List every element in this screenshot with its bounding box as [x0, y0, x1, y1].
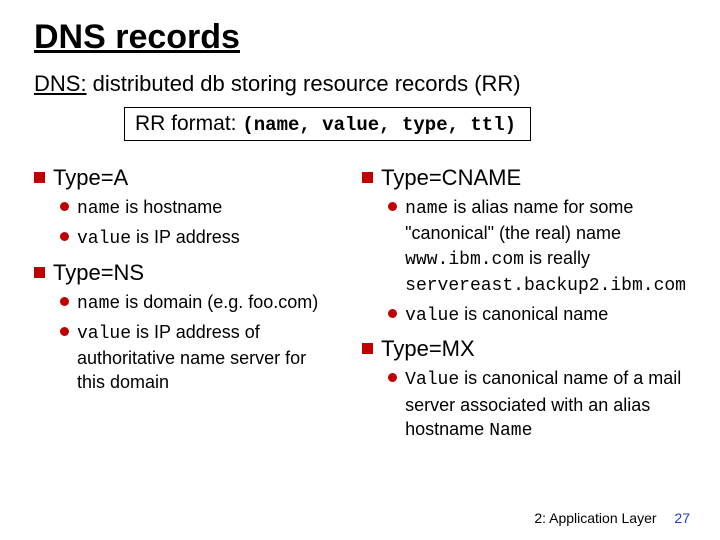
type-ns-item: value is IP address of authoritative nam… [60, 320, 338, 395]
mono: name [77, 199, 120, 219]
type-mx-item: Value is canonical name of a mail server… [388, 366, 686, 443]
type-ns-item: name is domain (e.g. foo.com) [60, 290, 338, 316]
footer-text: 2: Application Layer [534, 510, 656, 526]
type-a-item: name is hostname [60, 195, 338, 221]
type-a-item: value is IP address [60, 225, 338, 251]
type-cname-label: Type=CNAME [381, 165, 521, 191]
txt: is canonical name [459, 304, 608, 324]
txt: is hostname [120, 197, 222, 217]
page-number: 27 [674, 510, 690, 526]
subtitle: DNS: distributed db storing resource rec… [34, 71, 686, 97]
bullet-circle-icon [60, 297, 69, 306]
footer: 2: Application Layer 27 [534, 510, 690, 526]
list-item-text: value is IP address of authoritative nam… [77, 320, 338, 395]
type-mx-heading: Type=MX [362, 336, 686, 362]
subtitle-rest: distributed db storing resource records … [87, 71, 521, 96]
bullet-circle-icon [60, 202, 69, 211]
type-cname-item: value is canonical name [388, 302, 686, 328]
mono: Name [489, 421, 532, 441]
left-column: Type=A name is hostname value is IP addr… [34, 157, 338, 443]
list-item-text: Value is canonical name of a mail server… [405, 366, 686, 443]
mono: www.ibm.com [405, 250, 524, 270]
mono: Value [405, 370, 459, 390]
txt: is IP address [131, 227, 240, 247]
txt: is domain (e.g. foo.com) [120, 292, 318, 312]
type-cname-heading: Type=CNAME [362, 165, 686, 191]
type-ns-label: Type=NS [53, 260, 144, 286]
bullet-circle-icon [388, 373, 397, 382]
slide-title: DNS records [34, 18, 686, 57]
rr-format-tuple: (name, value, type, ttl) [242, 114, 516, 136]
mono: name [77, 294, 120, 314]
mono: value [405, 306, 459, 326]
bullet-square-icon [362, 172, 373, 183]
bullet-square-icon [34, 172, 45, 183]
bullet-square-icon [362, 343, 373, 354]
list-item-text: value is canonical name [405, 302, 608, 328]
mono: value [77, 324, 131, 344]
list-item-text: name is domain (e.g. foo.com) [77, 290, 318, 316]
type-cname-item: name is alias name for some "canonical" … [388, 195, 686, 298]
rr-format-box: RR format: (name, value, type, ttl) [124, 107, 531, 141]
list-item-text: name is alias name for some "canonical" … [405, 195, 686, 298]
slide: DNS records DNS: distributed db storing … [0, 0, 720, 540]
list-item-text: value is IP address [77, 225, 240, 251]
right-column: Type=CNAME name is alias name for some "… [362, 157, 686, 443]
type-a-heading: Type=A [34, 165, 338, 191]
list-item-text: name is hostname [77, 195, 222, 221]
txt: is really [524, 248, 590, 268]
content-columns: Type=A name is hostname value is IP addr… [34, 157, 686, 443]
mono: value [77, 229, 131, 249]
bullet-circle-icon [388, 202, 397, 211]
type-a-label: Type=A [53, 165, 128, 191]
bullet-circle-icon [60, 232, 69, 241]
bullet-circle-icon [388, 309, 397, 318]
bullet-circle-icon [60, 327, 69, 336]
rr-format-label: RR format: [135, 112, 237, 135]
mono: name [405, 199, 448, 219]
subtitle-underlined: DNS: [34, 71, 87, 96]
type-mx-label: Type=MX [381, 336, 475, 362]
mono: servereast.backup2.ibm.com [405, 276, 686, 296]
type-ns-heading: Type=NS [34, 260, 338, 286]
bullet-square-icon [34, 267, 45, 278]
